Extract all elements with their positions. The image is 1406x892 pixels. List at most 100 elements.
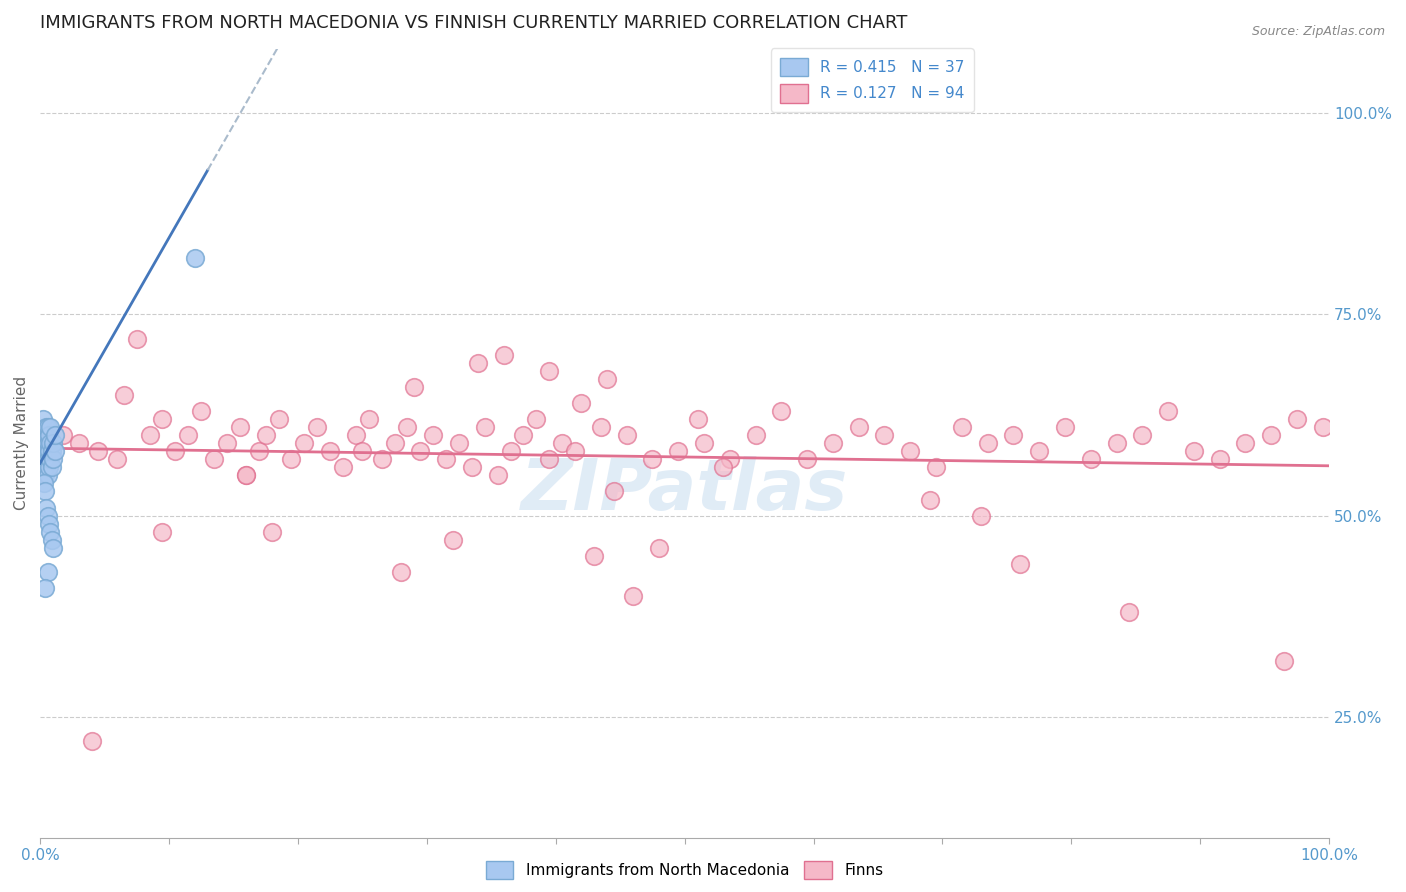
Point bbox=[235, 468, 257, 483]
Point bbox=[42, 541, 65, 555]
Point bbox=[34, 581, 56, 595]
Point bbox=[165, 444, 187, 458]
Point bbox=[796, 452, 818, 467]
Point bbox=[37, 420, 59, 434]
Point bbox=[384, 436, 406, 450]
Point bbox=[770, 404, 793, 418]
Point bbox=[499, 444, 522, 458]
Point bbox=[352, 444, 374, 458]
Text: ZIPatlas: ZIPatlas bbox=[522, 456, 848, 525]
Point bbox=[1002, 428, 1025, 442]
Point bbox=[1008, 557, 1031, 571]
Point bbox=[267, 412, 290, 426]
Point bbox=[247, 444, 270, 458]
Point bbox=[1272, 654, 1295, 668]
Point bbox=[641, 452, 664, 467]
Point bbox=[571, 396, 593, 410]
Point bbox=[37, 468, 59, 483]
Point bbox=[44, 444, 66, 458]
Point bbox=[848, 420, 870, 434]
Point bbox=[38, 428, 60, 442]
Y-axis label: Currently Married: Currently Married bbox=[14, 376, 30, 510]
Point bbox=[461, 460, 484, 475]
Point bbox=[87, 444, 110, 458]
Point bbox=[422, 428, 444, 442]
Point bbox=[32, 476, 55, 491]
Point bbox=[1312, 420, 1334, 434]
Point bbox=[686, 412, 709, 426]
Legend: Immigrants from North Macedonia, Finns: Immigrants from North Macedonia, Finns bbox=[479, 855, 890, 885]
Point bbox=[38, 516, 60, 531]
Point bbox=[35, 428, 58, 442]
Point bbox=[512, 428, 534, 442]
Point bbox=[32, 444, 55, 458]
Point bbox=[34, 436, 56, 450]
Point bbox=[38, 460, 60, 475]
Point bbox=[35, 460, 58, 475]
Point bbox=[1053, 420, 1076, 434]
Point bbox=[254, 428, 277, 442]
Point bbox=[39, 452, 62, 467]
Point bbox=[34, 452, 56, 467]
Point bbox=[711, 460, 734, 475]
Point bbox=[718, 452, 741, 467]
Point bbox=[39, 436, 62, 450]
Point bbox=[112, 388, 135, 402]
Point bbox=[1130, 428, 1153, 442]
Point bbox=[319, 444, 342, 458]
Point bbox=[494, 348, 516, 362]
Text: Source: ZipAtlas.com: Source: ZipAtlas.com bbox=[1251, 25, 1385, 38]
Point bbox=[486, 468, 509, 483]
Point bbox=[434, 452, 457, 467]
Point bbox=[292, 436, 315, 450]
Point bbox=[396, 420, 419, 434]
Point bbox=[152, 412, 174, 426]
Point bbox=[1285, 412, 1308, 426]
Point bbox=[357, 412, 380, 426]
Point bbox=[35, 420, 58, 434]
Point bbox=[177, 428, 200, 442]
Point bbox=[666, 444, 689, 458]
Point bbox=[1157, 404, 1180, 418]
Point bbox=[152, 524, 174, 539]
Point bbox=[925, 460, 948, 475]
Point bbox=[332, 460, 354, 475]
Point bbox=[564, 444, 586, 458]
Point bbox=[215, 436, 238, 450]
Point bbox=[183, 251, 205, 265]
Point bbox=[39, 524, 62, 539]
Point bbox=[229, 420, 252, 434]
Point bbox=[262, 524, 284, 539]
Point bbox=[105, 452, 128, 467]
Point bbox=[42, 452, 65, 467]
Point bbox=[39, 420, 62, 434]
Point bbox=[35, 500, 58, 515]
Point bbox=[125, 332, 148, 346]
Point bbox=[307, 420, 329, 434]
Point bbox=[67, 436, 90, 450]
Point bbox=[976, 436, 998, 450]
Point bbox=[583, 549, 606, 563]
Point bbox=[344, 428, 367, 442]
Point bbox=[190, 404, 212, 418]
Point bbox=[1182, 444, 1205, 458]
Point bbox=[42, 436, 65, 450]
Point bbox=[280, 452, 302, 467]
Point bbox=[32, 428, 55, 442]
Point bbox=[389, 565, 412, 579]
Point bbox=[474, 420, 496, 434]
Point bbox=[402, 380, 425, 394]
Point bbox=[1234, 436, 1257, 450]
Point bbox=[551, 436, 574, 450]
Point bbox=[44, 428, 66, 442]
Point bbox=[52, 428, 75, 442]
Point bbox=[35, 444, 58, 458]
Point bbox=[41, 460, 63, 475]
Point bbox=[596, 372, 619, 386]
Point bbox=[37, 508, 59, 523]
Point bbox=[34, 484, 56, 499]
Point bbox=[1118, 605, 1140, 619]
Point bbox=[41, 533, 63, 547]
Point bbox=[38, 444, 60, 458]
Point bbox=[37, 436, 59, 450]
